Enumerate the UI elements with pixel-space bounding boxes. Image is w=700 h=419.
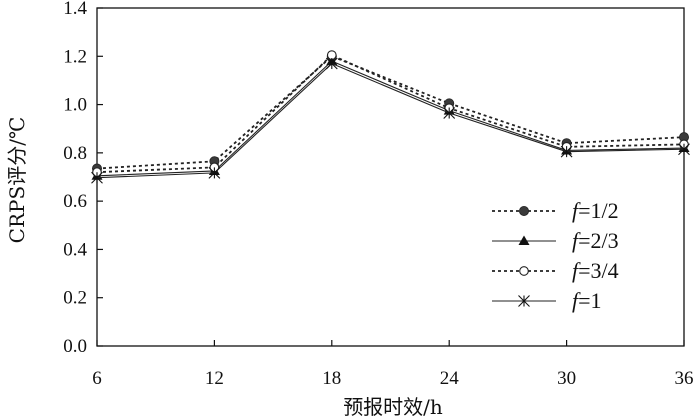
series-3 <box>92 50 689 178</box>
legend-label: f=2/3 <box>572 228 619 253</box>
x-tick-label: 24 <box>440 368 460 389</box>
x-tick-label: 6 <box>92 368 102 389</box>
legend-entry: f=2/3 <box>492 228 619 253</box>
y-tick-label: 0.4 <box>63 239 87 260</box>
legend-entry: f=3/4 <box>492 258 619 283</box>
point-marker <box>325 57 338 70</box>
x-axis-title: 预报时效/h <box>343 395 443 419</box>
legend-label: f=1 <box>572 288 602 313</box>
y-tick-label: 1.0 <box>63 95 87 116</box>
legend-entry: f=1/2 <box>492 198 619 223</box>
tick-labels: 0.0 0.2 0.4 0.6 0.8 1.0 1.2 1.4 6 12 18 24 30 36 <box>63 0 693 389</box>
x-tick-label: 30 <box>557 368 576 389</box>
point-marker <box>678 143 690 156</box>
x-tick-label: 12 <box>205 368 224 389</box>
point-marker <box>519 205 530 216</box>
point-marker <box>519 266 529 276</box>
series-2 <box>91 55 690 180</box>
series-layer <box>91 50 690 184</box>
series-line <box>96 55 685 170</box>
y-tick-label: 0.2 <box>63 288 87 309</box>
series-1 <box>92 51 690 174</box>
y-tick-label: 1.2 <box>63 46 87 67</box>
point-marker <box>560 145 573 158</box>
series-4 <box>91 57 690 184</box>
legend-entry: f=1 <box>492 288 602 313</box>
y-axis-title: CRPS评分/℃ <box>5 117 29 244</box>
point-marker <box>518 295 530 307</box>
point-marker <box>208 167 221 179</box>
y-tick-label: 0.6 <box>63 191 87 212</box>
series-line <box>96 54 685 174</box>
legend-label: f=3/4 <box>572 258 619 283</box>
y-tick-label: 1.4 <box>63 0 87 19</box>
legend: f=1/2 f=2/3 f=3/4 f=1 <box>492 198 619 313</box>
legend-label: f=1/2 <box>572 198 619 223</box>
x-tick-label: 36 <box>675 368 694 389</box>
point-marker <box>91 171 103 184</box>
x-tick-label: 18 <box>322 368 341 389</box>
point-marker <box>518 235 530 245</box>
point-marker <box>443 107 456 119</box>
series-line <box>96 60 685 177</box>
y-tick-label: 0.8 <box>63 143 87 164</box>
series-line <box>96 62 685 179</box>
y-tick-label: 0.0 <box>63 336 87 357</box>
